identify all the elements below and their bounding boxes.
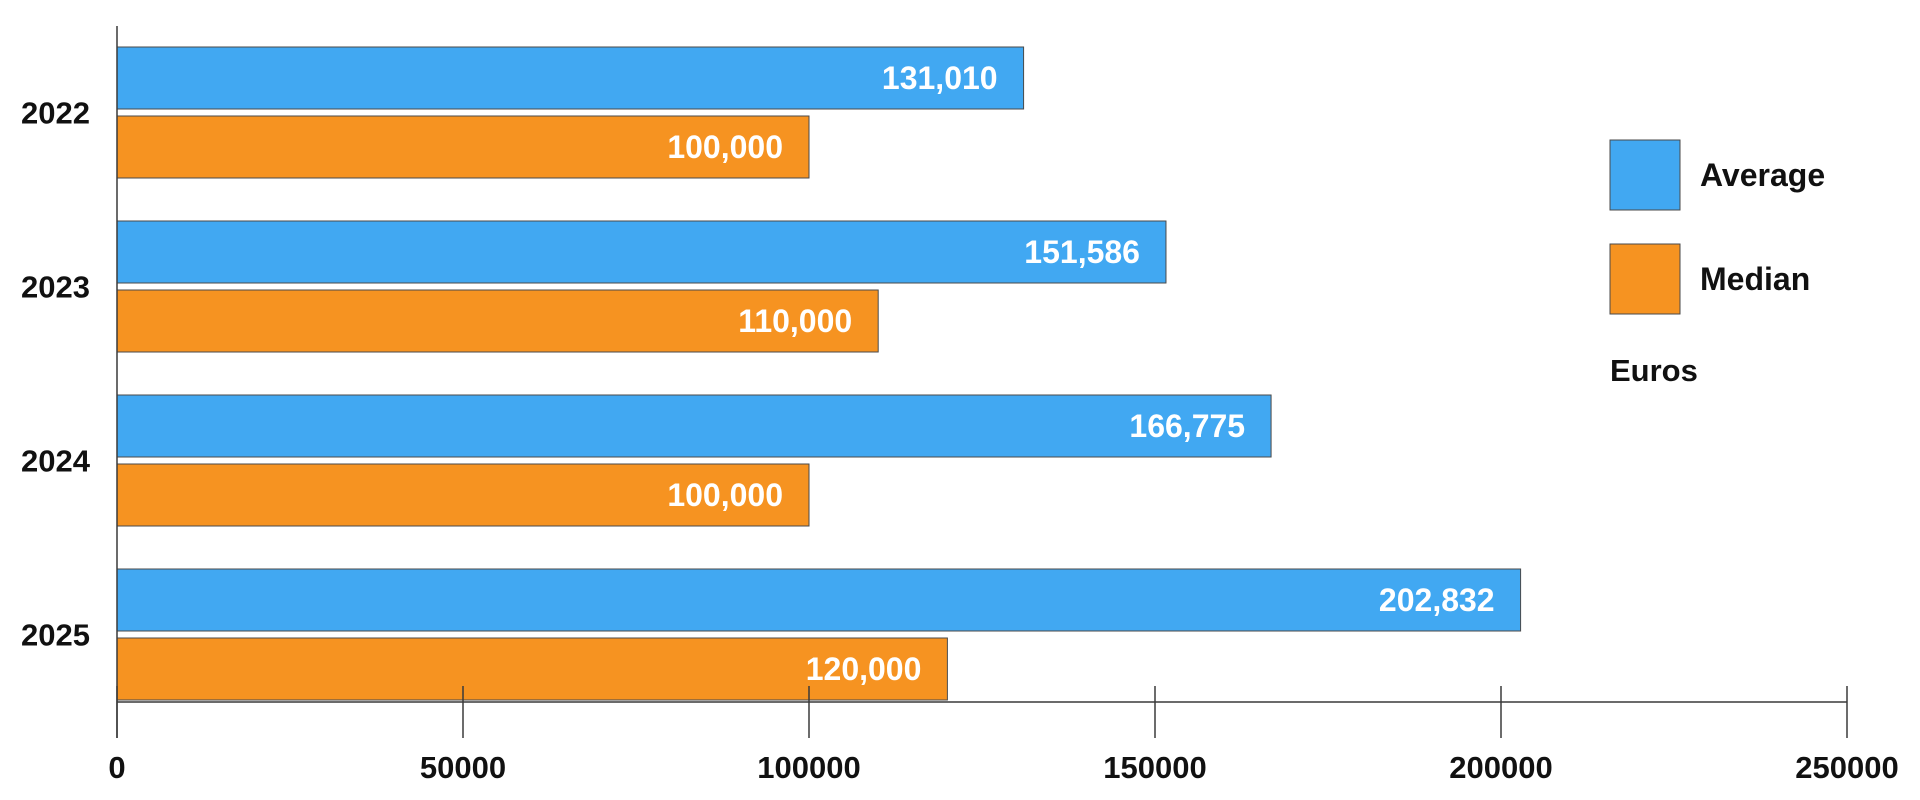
data-label-average-2022: 131,010 <box>882 60 998 96</box>
data-label-median-2024: 100,000 <box>667 477 783 513</box>
bars-group <box>116 46 1522 701</box>
bar-median-2023 <box>116 289 879 353</box>
category-label-2025: 2025 <box>21 618 90 653</box>
x-tick-label-250000: 250000 <box>1795 750 1898 785</box>
bar-median-2022 <box>116 115 810 179</box>
x-tick-label-100000: 100000 <box>757 750 860 785</box>
data-label-average-2023: 151,586 <box>1024 234 1140 270</box>
bar-average-2023 <box>116 220 1167 284</box>
category-label-2023: 2023 <box>21 270 90 305</box>
x-tick-label-50000: 50000 <box>420 750 506 785</box>
x-tick-label-150000: 150000 <box>1103 750 1206 785</box>
x-tick-label-0: 0 <box>108 750 125 785</box>
data-label-median-2023: 110,000 <box>738 303 852 339</box>
legend: Average Median Euros <box>1609 139 1825 388</box>
category-label-2024: 2024 <box>21 444 91 479</box>
axes-group: 2022 2023 2024 2025 0 50000 100000 150000 200000… <box>21 26 1899 785</box>
data-label-average-2025: 202,832 <box>1379 582 1495 618</box>
bar-average-2022 <box>116 46 1025 110</box>
unit-label: Euros <box>1610 353 1698 388</box>
data-label-median-2022: 100,000 <box>667 129 783 165</box>
data-label-median-2025: 120,000 <box>806 651 922 687</box>
x-tick-label-200000: 200000 <box>1449 750 1552 785</box>
legend-label-median: Median <box>1700 261 1810 297</box>
bar-average-2025 <box>116 568 1522 632</box>
category-label-2022: 2022 <box>21 96 90 131</box>
legend-swatch-median <box>1609 243 1681 315</box>
bar-average-2024 <box>116 394 1272 458</box>
data-labels-group: 131,010 100,000 151,586 110,000 166,775 100,0… <box>667 60 1494 687</box>
data-label-average-2024: 166,775 <box>1129 408 1245 444</box>
legend-swatch-average <box>1609 139 1681 211</box>
bar-median-2024 <box>116 463 810 527</box>
legend-label-average: Average <box>1700 157 1825 193</box>
